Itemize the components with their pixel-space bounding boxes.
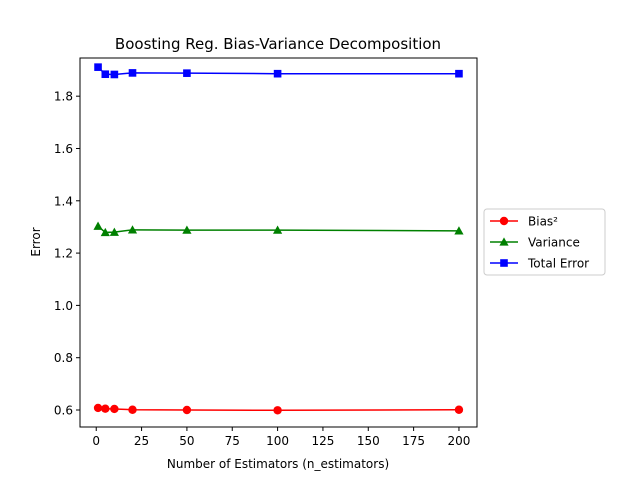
y-tick-label: 1.2 bbox=[54, 247, 73, 261]
legend-label-bias: Bias² bbox=[528, 215, 558, 229]
data-point-total-error bbox=[110, 70, 119, 79]
legend-marker-total-error bbox=[500, 259, 508, 267]
data-point-bias bbox=[182, 405, 192, 415]
data-point-bias bbox=[93, 403, 103, 413]
legend-box bbox=[483, 208, 606, 276]
legend-marker-bias bbox=[499, 216, 509, 226]
data-point-total-error bbox=[183, 69, 191, 77]
legend-label-variance: Variance bbox=[528, 236, 580, 250]
x-tick-label: 150 bbox=[357, 434, 380, 448]
data-point-variance bbox=[272, 225, 283, 234]
axes-frame bbox=[79, 57, 478, 428]
x-tick-label: 25 bbox=[134, 434, 149, 448]
axis-ticks: 0 25 50 75 100 125 150 175 200 0.6 0.8 1.0 1.2 1.4 1.6… bbox=[54, 90, 471, 448]
data-point-variance bbox=[127, 225, 138, 234]
data-point-variance bbox=[182, 225, 192, 234]
data-point-total-error bbox=[94, 63, 102, 71]
x-tick-label: 75 bbox=[225, 434, 240, 448]
y-axis-label: Error bbox=[29, 227, 43, 256]
legend-marker-variance bbox=[499, 237, 509, 246]
x-tick-label: 50 bbox=[179, 434, 194, 448]
legend: Bias² Variance Total Error bbox=[483, 208, 606, 276]
data-point-bias bbox=[454, 405, 464, 414]
plot-area bbox=[93, 63, 464, 415]
x-tick-label: 175 bbox=[402, 434, 425, 448]
data-point-variance bbox=[109, 227, 119, 236]
data-point-bias bbox=[110, 404, 119, 414]
data-point-total-error bbox=[128, 69, 137, 77]
x-axis-label: Number of Estimators (n_estimators) bbox=[167, 457, 389, 471]
y-tick-label: 1.8 bbox=[54, 90, 73, 104]
x-tick-label: 100 bbox=[266, 434, 289, 448]
data-point-total-error bbox=[455, 69, 463, 78]
data-point-variance bbox=[454, 226, 464, 235]
y-tick-label: 1.4 bbox=[54, 194, 73, 208]
y-tick-label: 0.8 bbox=[54, 351, 73, 365]
legend-label-total-error: Total Error bbox=[527, 257, 589, 271]
data-point-variance bbox=[100, 227, 110, 237]
data-point-variance bbox=[93, 221, 103, 230]
data-point-bias bbox=[128, 405, 137, 414]
data-point-bias bbox=[273, 406, 282, 415]
y-tick-label: 1.0 bbox=[54, 299, 73, 313]
data-point-total-error bbox=[101, 70, 110, 79]
data-point-total-error bbox=[273, 69, 282, 78]
y-tick-label: 1.6 bbox=[54, 142, 73, 156]
y-tick-label: 0.6 bbox=[54, 404, 73, 418]
x-tick-label: 125 bbox=[311, 434, 334, 448]
chart-title: Boosting Reg. Bias-Variance Decompositio… bbox=[115, 35, 441, 53]
x-tick-label: 0 bbox=[92, 434, 100, 448]
x-tick-label: 200 bbox=[448, 434, 471, 448]
data-point-bias bbox=[101, 404, 110, 413]
